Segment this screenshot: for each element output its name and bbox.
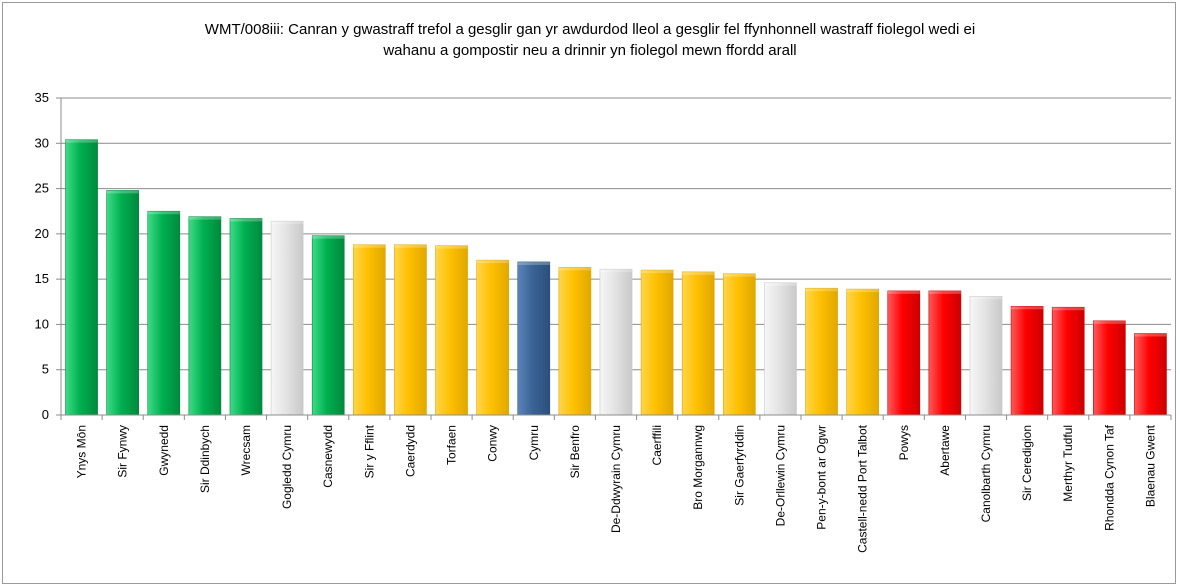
bar (352, 244, 386, 416)
x-category-label: Blaenau Gwent (1143, 424, 1157, 507)
x-category-label: Rhondda Cynon Taf (1102, 424, 1116, 531)
x-category-label: Sir Benfro (568, 425, 582, 479)
bar (969, 296, 1003, 416)
x-category-label: Caerdydd (403, 425, 417, 477)
x-category-label: Gogledd Cymru (280, 425, 294, 509)
y-tick-label: 30 (35, 135, 49, 150)
x-category-label: Sir Ceredigion (1020, 425, 1034, 501)
bar-bevel (353, 244, 386, 248)
bar-bevel (147, 211, 180, 215)
bar-bevel (65, 139, 98, 143)
bar (517, 261, 551, 416)
bar-bevel (1134, 333, 1167, 337)
y-tick-label: 35 (35, 90, 49, 105)
bar-chart: 0 5 10 15 20 25 30 35 Ynys Môn Sir Fynwy Gwynedd Si… (35, 90, 1172, 553)
x-category-label: Sir y Fflint (362, 424, 376, 478)
bar (805, 287, 838, 416)
bar-bevel (969, 296, 1003, 300)
bar (1093, 320, 1126, 416)
bar (681, 271, 715, 416)
bar-bevel (764, 282, 797, 286)
chart-title-line-2: wahanu a gompostir neu a drinnir yn fiol… (383, 42, 797, 59)
bar (188, 216, 222, 416)
bar (476, 259, 509, 416)
x-category-label: Bro Morgannwg (691, 425, 705, 510)
bar (1134, 333, 1167, 416)
x-category-label: Casnewydd (321, 425, 335, 488)
bar-bevel (271, 221, 304, 225)
x-category-label: Ynys Môn (75, 425, 89, 478)
y-tick-label: 0 (42, 407, 49, 422)
x-category-label: Conwy (486, 425, 500, 462)
bar-bevel (558, 267, 591, 271)
bar (887, 290, 921, 416)
x-category-label: Wrecsam (239, 425, 253, 475)
x-category-label: Abertawe (938, 425, 952, 476)
bar-bevel (1011, 306, 1044, 310)
bar-bevel (188, 216, 221, 220)
bar-bevel (435, 245, 468, 249)
bar-bevel (476, 260, 509, 264)
bar-bevel (599, 269, 633, 273)
x-category-label: Canolbarth Cymru (979, 425, 993, 522)
x-category-label: Sir Fynwy (116, 425, 130, 478)
bar-bevel (229, 218, 263, 222)
x-category-label: Sir Gaerfyrddin (732, 425, 746, 506)
y-tick-label: 10 (35, 316, 49, 331)
bar (640, 269, 674, 416)
x-category-label: De-Ddwyrain Cymru (609, 425, 623, 533)
x-category-label: Powys (897, 425, 911, 460)
bar-bevel (641, 270, 674, 274)
x-category-label: Merthyr Tudful (1061, 425, 1075, 502)
chart-title: WMT/008iii: Canran y gwastraff trefol a … (3, 19, 1177, 61)
bar-bevel (517, 261, 550, 265)
x-category-label: Torfaen (445, 425, 459, 465)
bar (846, 288, 880, 416)
x-category-label: Pen-y-bont ar Ogwr (815, 425, 829, 530)
bar-bevel (846, 289, 879, 293)
bar-bevel (394, 244, 427, 248)
bar (1010, 306, 1044, 416)
bar (435, 245, 468, 416)
x-category-label: Cymru (527, 425, 541, 460)
bar (722, 273, 756, 416)
bar-bevel (887, 290, 920, 294)
y-tick-label: 15 (35, 271, 49, 286)
x-category-label: De-Orllewin Cymru (773, 425, 787, 526)
bar (106, 190, 139, 416)
y-tick-label: 5 (42, 362, 49, 377)
bar-bevel (1093, 320, 1126, 324)
y-tick-label: 20 (35, 226, 49, 241)
bar (229, 218, 263, 416)
x-category-label: Caerffili (650, 425, 664, 465)
bar-bevel (1052, 307, 1085, 311)
bar-bevel (928, 290, 961, 294)
x-category-label: Gwynedd (157, 425, 171, 476)
bar (65, 139, 98, 416)
chart-title-line-1: WMT/008iii: Canran y gwastraff trefol a … (204, 21, 976, 38)
bar (270, 220, 304, 416)
bar-bevel (312, 235, 345, 239)
bar (1051, 306, 1085, 416)
bar (311, 235, 345, 416)
bar (147, 210, 181, 416)
bar-bevel (805, 288, 838, 292)
x-category-label: Sir Ddinbych (198, 425, 212, 493)
bar-bevel (682, 271, 715, 275)
bar (558, 267, 592, 416)
y-tick-label: 25 (35, 181, 49, 196)
bar (928, 290, 962, 416)
bar (394, 244, 427, 416)
x-category-label: Castell-nedd Port Talbot (856, 424, 870, 553)
bar-bevel (723, 273, 756, 277)
bar (599, 268, 633, 416)
bar (764, 282, 797, 416)
bar-bevel (106, 190, 139, 194)
